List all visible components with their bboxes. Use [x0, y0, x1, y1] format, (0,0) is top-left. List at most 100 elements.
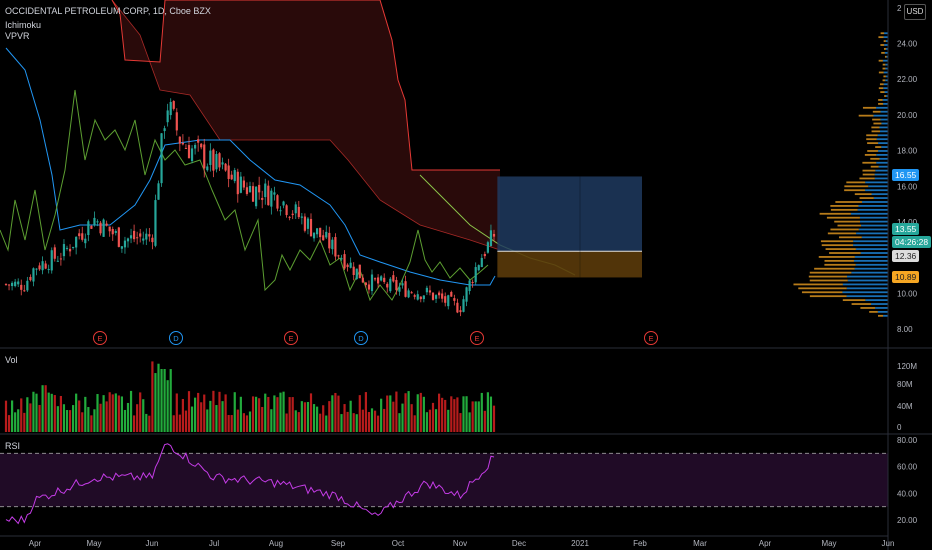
- volume-bar: [184, 410, 188, 432]
- volume-bar: [160, 369, 163, 432]
- time-axis-tick: May: [86, 539, 101, 548]
- price-candle-body: [72, 246, 75, 248]
- price-candle-body: [59, 258, 62, 260]
- vpvr-up-bar: [876, 106, 888, 109]
- ichimoku-base-line: [5, 47, 496, 286]
- vpvr-up-bar: [874, 177, 888, 180]
- currency-button[interactable]: USD: [904, 4, 926, 20]
- vpvr-up-bar: [856, 232, 888, 235]
- vpvr-down-bar: [872, 118, 881, 121]
- price-candle-body: [227, 165, 230, 179]
- volume-bar: [465, 396, 468, 432]
- symbol-legend[interactable]: OCCIDENTAL PETROLEUM CORP, 1D, Cboe BZX: [5, 6, 211, 16]
- vpvr-down-bar: [809, 279, 848, 282]
- time-axis-tick: 2021: [571, 539, 589, 548]
- vpvr-down-bar: [870, 157, 880, 160]
- vpvr-down-bar: [862, 169, 876, 172]
- vpvr-down-bar: [808, 275, 848, 278]
- vpvr-down-bar: [837, 224, 862, 227]
- price-candle-body: [221, 162, 224, 165]
- volume-bar: [41, 385, 44, 432]
- vpvr-up-bar: [883, 314, 888, 317]
- volume-bar: [218, 391, 221, 432]
- volume-bar: [276, 397, 279, 432]
- volume-bar: [434, 409, 438, 432]
- volume-bar: [483, 410, 486, 432]
- volume-bar: [477, 401, 480, 432]
- earnings-marker: [470, 331, 484, 345]
- time-axis-tick: Feb: [633, 539, 647, 548]
- price-candle-body: [419, 296, 422, 300]
- price-candle-body: [56, 260, 59, 262]
- price-candle-body: [47, 268, 50, 270]
- vpvr-up-bar: [847, 279, 888, 282]
- vpvr-down-bar: [860, 307, 876, 309]
- volume-bar: [114, 393, 117, 432]
- volume-bar: [35, 393, 38, 432]
- volume-bar: [258, 398, 261, 432]
- price-candle-body: [236, 171, 239, 195]
- price-candle-body: [123, 240, 127, 248]
- vpvr-down-bar: [825, 248, 856, 250]
- volume-bar: [373, 410, 377, 432]
- event-marker-label: E: [648, 334, 653, 343]
- volume-bar: [294, 410, 297, 432]
- volume-bar: [151, 361, 154, 432]
- rsi-pane-label[interactable]: RSI: [5, 441, 21, 451]
- vpvr-down-bar: [879, 83, 884, 86]
- ichimoku-legend[interactable]: Ichimoku: [5, 20, 42, 30]
- price-candle-body: [343, 254, 346, 269]
- price-candle-body: [492, 233, 496, 237]
- price-candle-body: [407, 290, 410, 298]
- vpvr-down-bar: [798, 287, 847, 290]
- vpvr-up-bar: [881, 146, 888, 148]
- price-candle-body: [187, 145, 191, 159]
- volume-bar: [316, 406, 319, 432]
- vpvr-down-bar: [878, 102, 884, 105]
- vpvr-down-bar: [884, 55, 887, 58]
- vpvr-down-bar: [854, 193, 872, 196]
- vpvr-down-bar: [878, 36, 884, 39]
- vpvr-down-bar: [830, 228, 859, 231]
- price-axis-tick: 24.00: [897, 40, 918, 49]
- volume-bar: [459, 413, 462, 432]
- volume-bar: [181, 398, 184, 432]
- volume-bar: [145, 413, 148, 432]
- vpvr-up-bar: [855, 248, 888, 250]
- volume-bar: [355, 414, 358, 432]
- volume-bar: [172, 415, 175, 432]
- price-candle-body: [441, 293, 444, 299]
- volume-bar: [81, 412, 84, 432]
- price-axis-tick: 22.00: [897, 75, 918, 84]
- volume-bar: [282, 391, 285, 432]
- price-candle-body: [425, 287, 428, 293]
- volume-axis-tick: 40M: [897, 402, 913, 411]
- volume-bar: [425, 412, 428, 432]
- vpvr-up-bar: [881, 122, 888, 125]
- price-candle-body: [239, 176, 242, 193]
- volume-bar: [288, 397, 291, 432]
- price-candle-body: [261, 197, 264, 200]
- price-candle-body: [105, 223, 108, 226]
- volume-bar: [203, 394, 206, 432]
- price-candle-body: [380, 276, 383, 281]
- vpvr-down-bar: [844, 185, 869, 188]
- volume-bar: [14, 412, 17, 432]
- vpvr-legend[interactable]: VPVR: [5, 31, 30, 41]
- volume-bar: [166, 380, 169, 432]
- price-candle-body: [480, 257, 483, 268]
- vpvr-down-bar: [875, 146, 882, 148]
- earnings-marker: [93, 331, 107, 345]
- price-candle-body: [35, 268, 38, 270]
- vpvr-up-bar: [886, 95, 888, 97]
- price-candle-body: [349, 262, 352, 268]
- price-candle-body: [468, 280, 471, 292]
- volume-bar: [255, 396, 258, 432]
- vpvr-down-bar: [872, 110, 881, 113]
- price-candle-body: [38, 265, 41, 270]
- price-candle-body: [84, 238, 87, 244]
- price-candle-body: [303, 216, 306, 231]
- volume-pane-label[interactable]: Vol: [5, 355, 18, 365]
- price-candle-body: [273, 192, 276, 195]
